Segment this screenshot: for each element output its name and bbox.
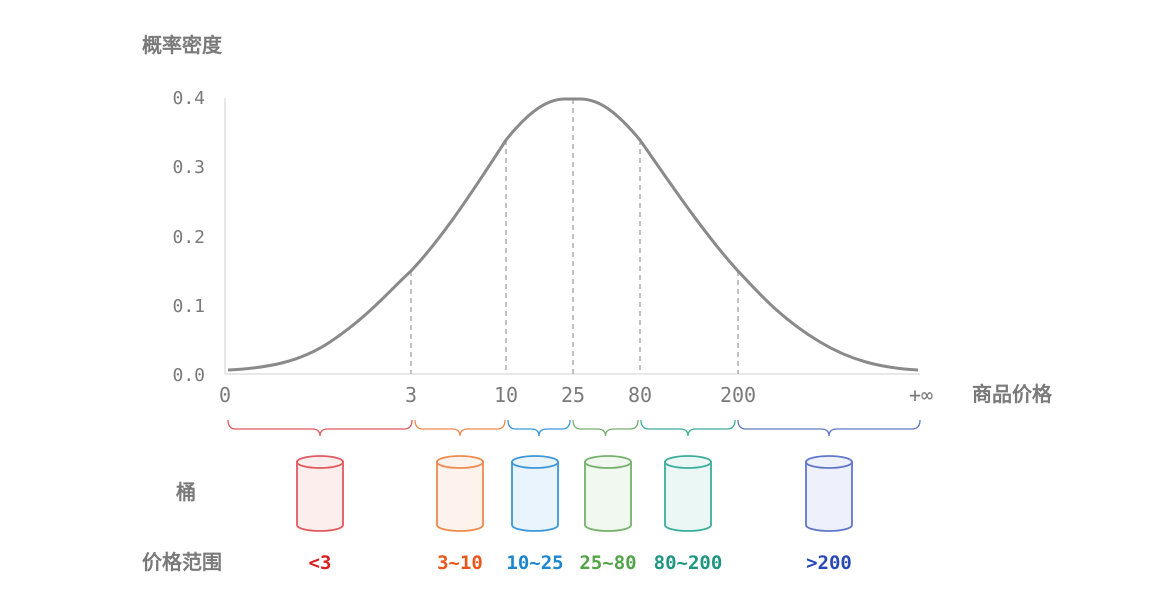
range-label: 80~200 — [654, 552, 723, 574]
y-tick-label: 0.2 — [172, 227, 205, 248]
bucket-row-label: 桶 — [176, 480, 196, 504]
y-axis-label: 概率密度 — [142, 33, 223, 57]
bucket-icon — [296, 455, 344, 532]
x-tick-label: 3 — [405, 383, 417, 407]
x-ticks: 0 3 10 25 80 200 +∞ — [219, 383, 933, 407]
x-tick-label: 200 — [720, 383, 756, 407]
range-row-label: 价格范围 — [142, 550, 222, 574]
bucket-boundaries — [410, 99, 739, 374]
range-brace — [507, 419, 571, 437]
bucket-icon — [664, 455, 712, 532]
x-tick-label: 0 — [219, 383, 231, 407]
range-braces — [227, 419, 921, 437]
y-ticks: 0.0 0.1 0.2 0.3 0.4 — [172, 88, 205, 386]
density-curve — [227, 97, 919, 372]
range-brace — [572, 419, 639, 437]
bucket-icon — [436, 455, 484, 532]
buckets — [296, 455, 853, 532]
range-label: 25~80 — [579, 552, 636, 574]
x-tick-label: 25 — [561, 383, 585, 407]
bucket-icon — [805, 455, 853, 532]
range-labels: <3 3~10 10~25 25~80 80~200 >200 — [309, 552, 852, 574]
range-label: >200 — [806, 552, 852, 574]
range-label: <3 — [309, 552, 332, 574]
range-brace — [414, 419, 506, 437]
x-tick-label: +∞ — [909, 383, 933, 407]
y-tick-label: 0.3 — [172, 157, 205, 178]
range-brace — [737, 419, 921, 437]
x-axis-label: 商品价格 — [972, 382, 1053, 406]
y-tick-label: 0.1 — [172, 296, 205, 317]
x-tick-label: 80 — [628, 383, 652, 407]
range-label: 3~10 — [437, 552, 483, 574]
range-brace — [227, 419, 413, 437]
x-tick-label: 10 — [494, 383, 518, 407]
bucket-icon — [584, 455, 632, 532]
y-tick-label: 0.4 — [172, 88, 205, 109]
range-brace — [640, 419, 736, 437]
y-tick-label: 0.0 — [172, 365, 205, 386]
range-label: 10~25 — [506, 552, 563, 574]
bucket-icon — [511, 455, 559, 532]
